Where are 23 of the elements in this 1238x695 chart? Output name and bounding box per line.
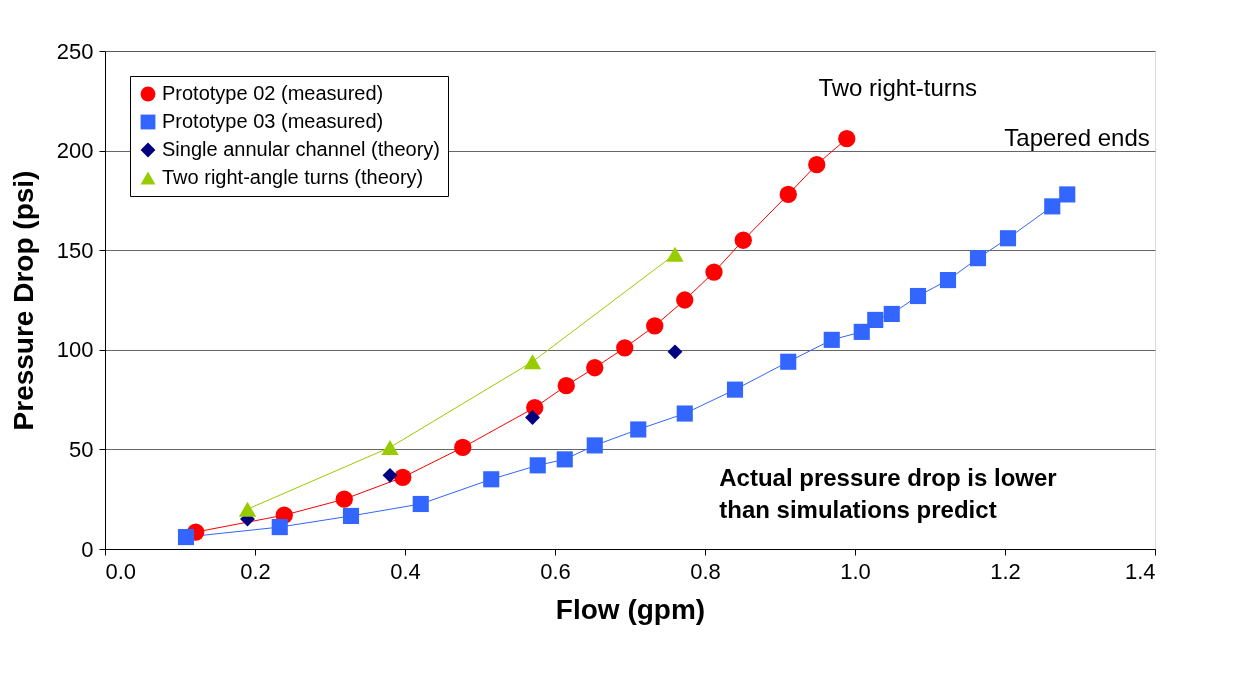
x-axis-title: Flow (gpm) <box>555 593 706 625</box>
y-tick-label: 250 <box>56 38 94 64</box>
x-tick-label: 0.2 <box>240 558 271 584</box>
y-tick-label: 100 <box>56 337 94 363</box>
y-tick-label: 200 <box>56 138 94 164</box>
x-tick-label: 0.8 <box>690 558 721 584</box>
annotation: Actual pressure drop is lower than simulations predict <box>719 464 1057 523</box>
legend-label: Prototype 02 (measured) <box>162 82 384 104</box>
annotation: Tapered ends <box>1004 124 1150 151</box>
y-tick-label: 50 <box>69 436 94 462</box>
y-tick-label: 0 <box>81 536 94 562</box>
x-tick-label: 0.0 <box>105 558 137 584</box>
legend-label: Two right-angle turns (theory) <box>162 166 424 188</box>
x-tick-label: 1.2 <box>990 558 1021 584</box>
x-tick-label: 0.4 <box>390 558 421 584</box>
x-tick-label: 0.6 <box>540 558 571 584</box>
y-axis-title: Pressure Drop (psi) <box>7 170 39 431</box>
y-tick-label: 150 <box>56 237 94 263</box>
legend-label: Prototype 03 (measured) <box>162 110 384 132</box>
legend-label: Single annular channel (theory) <box>162 138 440 160</box>
annotation: Two right-turns <box>818 74 978 101</box>
x-tick-label: 1.0 <box>840 558 871 584</box>
x-tick-label: 1.4 <box>1124 558 1156 584</box>
